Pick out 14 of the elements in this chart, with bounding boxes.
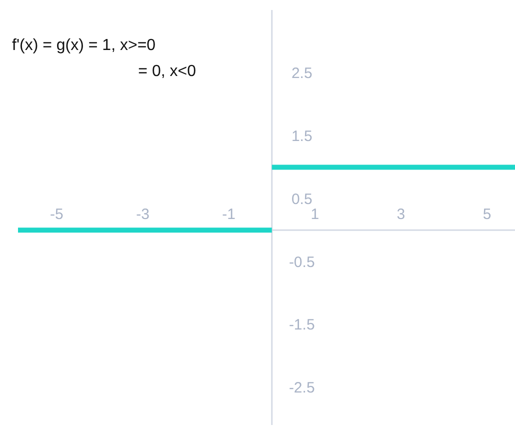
x-tick-label: 1 — [310, 206, 320, 224]
x-tick-label: -1 — [222, 206, 236, 224]
x-tick-label: 5 — [482, 206, 492, 224]
y-tick-label: -1.5 — [288, 316, 315, 334]
y-tick-label: 1.5 — [291, 128, 312, 146]
annotation: f'(x) = g(x) = 1, x>=0 — [12, 37, 156, 54]
x-tick-label: -5 — [50, 206, 64, 224]
annotation: = 0, x<0 — [138, 63, 196, 80]
y-tick-label: 0.5 — [291, 190, 312, 208]
x-tick-label: -3 — [136, 206, 150, 224]
y-tick-label: -0.5 — [288, 254, 315, 271]
x-tick-label: 3 — [396, 206, 406, 224]
y-tick-label: 2.5 — [291, 65, 312, 82]
y-tick-label: -2.5 — [288, 380, 315, 397]
